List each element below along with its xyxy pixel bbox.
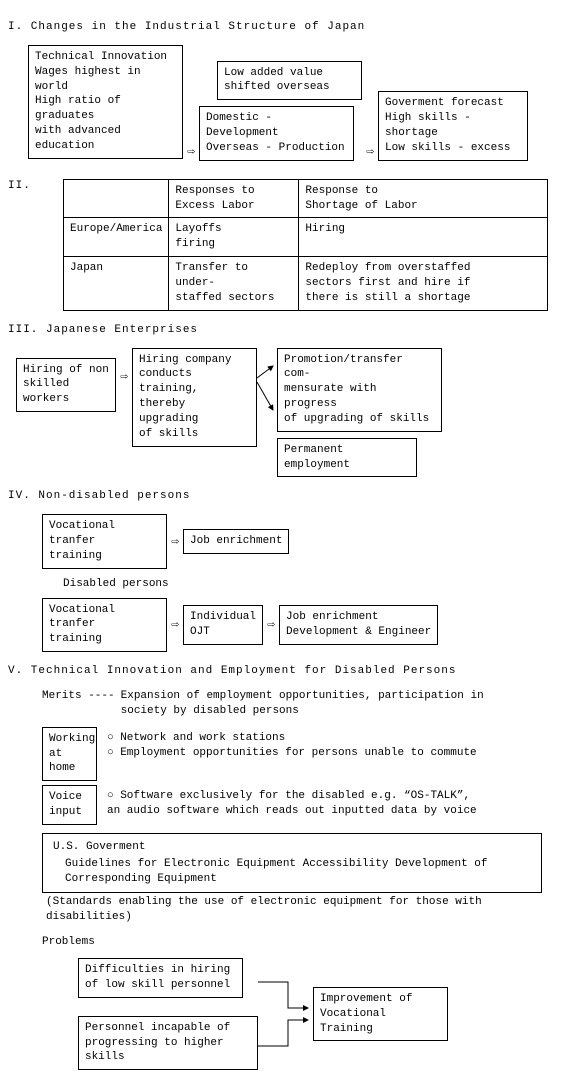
problems-diagram: Difficulties in hiring of low skill pers… [78, 958, 572, 1070]
wah-bullet-1: ○ Network and work stations [107, 731, 477, 746]
s3-box1: Hiring of non skilled workers [16, 358, 116, 413]
table-header-row: Responses to Excess Labor Response to Sh… [64, 179, 548, 218]
p-box2: Personnel incapable of progressing to hi… [78, 1016, 258, 1071]
s4-nd-box2: Job enrichment [183, 529, 289, 554]
section-1-title: I. Changes in the Industrial Structure o… [8, 20, 572, 35]
table-row: Europe/America Layoffs firing Hiring [64, 218, 548, 257]
arrow-icon: ⇨ [167, 533, 183, 551]
table-row: Japan Transfer to under- staffed sectors… [64, 257, 548, 311]
arrow-icon: ⇨ [116, 368, 132, 386]
s1-box3: Goverment forecast High skills - shortag… [378, 91, 528, 160]
s3-box2: Hiring company conducts training, thereb… [132, 348, 257, 447]
us-gov-paren: (Standards enabling the use of electroni… [46, 895, 546, 925]
table-cell: Responses to Excess Labor [169, 179, 299, 218]
s3-box3-bot: Permanent employment [277, 438, 417, 478]
merits-row: Merits ---- Expansion of employment oppo… [42, 689, 572, 719]
s4-nd-box1: Vocational tranfer training [42, 514, 167, 569]
merits-label: Merits ---- [42, 689, 115, 719]
s4-d-box3: Job enrichment Development & Engineer [279, 605, 438, 645]
arrow-icon: ⇨ [263, 616, 279, 634]
table-cell: Transfer to under- staffed sectors [169, 257, 299, 311]
s3-box3-top: Promotion/transfer com- mensurate with p… [277, 348, 442, 432]
section-4-title: IV. Non-disabled persons [8, 489, 572, 504]
section-2-title: II. [8, 179, 31, 194]
table-cell: Response to Shortage of Labor [299, 179, 548, 218]
wah-bullet-2: ○ Employment opportunities for persons u… [107, 746, 477, 761]
table-cell: Layoffs firing [169, 218, 299, 257]
table-cell: Redeploy from overstaffed sectors first … [299, 257, 548, 311]
s4-d-box1: Vocational tranfer training [42, 598, 167, 653]
arrow-icon: ⇨ [183, 143, 199, 161]
section-4-subhead: Disabled persons [63, 577, 572, 592]
p-box1: Difficulties in hiring of low skill pers… [78, 958, 243, 998]
s4-d-box2: Individual OJT [183, 605, 263, 645]
table-cell: Europe/America [64, 218, 169, 257]
table-cell: Japan [64, 257, 169, 311]
s1-box2-top: Low added value shifted overseas [217, 61, 362, 101]
merge-arrow-icon [258, 964, 313, 1064]
section-4-disabled-flow: Vocational tranfer training ⇨ Individual… [42, 598, 572, 653]
section-5-title: V. Technical Innovation and Employment f… [8, 664, 572, 679]
voice-label-box: Voice input [42, 785, 97, 825]
s1-box2-bot: Domestic - Development Overseas - Produc… [199, 106, 354, 161]
p-box3: Improvement of Vocational Training [313, 987, 448, 1042]
table-cell [64, 179, 169, 218]
voice-bullet-1: ○ Software exclusively for the disabled … [107, 789, 477, 819]
section-3-title: III. Japanese Enterprises [8, 323, 572, 338]
s1-box1: Technical Innovation Wages highest in wo… [28, 45, 183, 159]
problems-label: Problems [42, 935, 572, 950]
voice-input-row: Voice input ○ Software exclusively for t… [42, 785, 572, 825]
split-arrow-icon [257, 348, 277, 426]
merits-text: Expansion of employment opportunities, p… [115, 689, 484, 719]
arrow-icon: ⇨ [362, 143, 378, 161]
section-1-diagram: Technical Innovation Wages highest in wo… [28, 45, 572, 161]
section-2-table: Responses to Excess Labor Response to Sh… [63, 179, 548, 311]
us-gov-body: Guidelines for Electronic Equipment Acce… [53, 857, 531, 887]
wah-label-box: Working at home [42, 727, 97, 782]
section-4-nondisabled-flow: Vocational tranfer training ⇨ Job enrich… [42, 514, 572, 569]
section-3-diagram: Hiring of non skilled workers ⇨ Hiring c… [16, 348, 572, 478]
arrow-icon: ⇨ [167, 616, 183, 634]
us-gov-title: U.S. Goverment [53, 840, 531, 855]
working-at-home-row: Working at home ○ Network and work stati… [42, 727, 572, 782]
us-gov-box: U.S. Goverment Guidelines for Electronic… [42, 833, 542, 894]
table-cell: Hiring [299, 218, 548, 257]
